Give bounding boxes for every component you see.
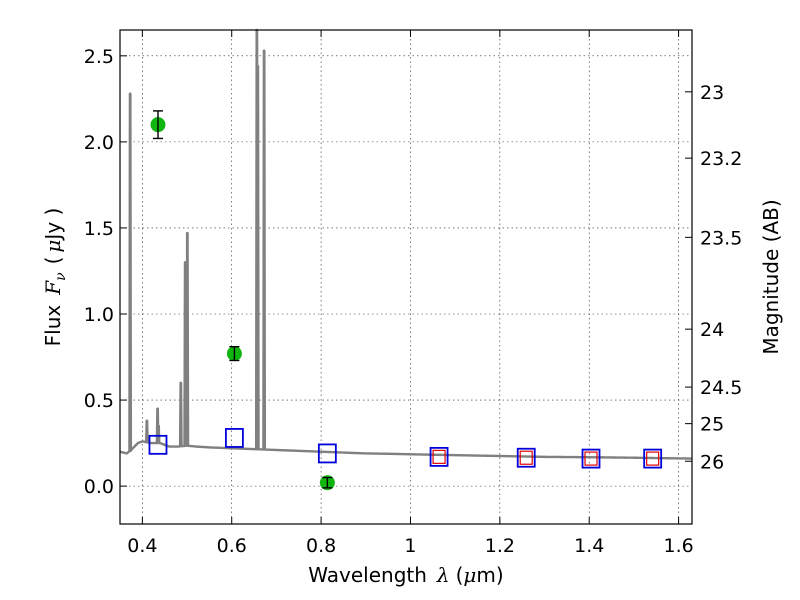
y2-tick-label: 26 — [700, 451, 724, 473]
model-red-square — [584, 451, 598, 466]
y-axis-title: FluxFν(μJy ) — [41, 208, 69, 347]
x-tick-label: 1 — [404, 535, 416, 557]
grid — [120, 30, 692, 524]
x-tick-label: 0.4 — [127, 535, 157, 557]
y2-tick-label: 25 — [700, 414, 724, 436]
model-blue-square — [317, 443, 337, 464]
model-spectrum — [119, 28, 693, 460]
model-blue-square — [581, 448, 601, 469]
tick-labels: 0.4 0.6 0.8 1 1.2 1.4 1.6 0.0 0.5 1.0 1.5 2.0 2.5 23 2… — [84, 46, 743, 557]
model-blue-square — [643, 448, 663, 469]
y2-tick-label: 24 — [700, 319, 724, 341]
model-blue-square — [429, 446, 449, 467]
y-tick-label: 1.0 — [84, 304, 114, 326]
model-red-square — [432, 449, 446, 464]
x-axis-title: Wavelength λ (μm) — [308, 563, 503, 587]
x-tick-label: 1.2 — [485, 535, 515, 557]
y2-tick-label: 23 — [700, 82, 724, 104]
data-markers — [148, 110, 663, 491]
plot-frame — [119, 29, 693, 525]
axis-ticks — [120, 30, 692, 524]
spectrum-line — [119, 28, 693, 460]
y2-tick-label: 23.5 — [700, 227, 742, 249]
y2-tick-label: 24.5 — [700, 377, 742, 399]
y-tick-label: 2.0 — [84, 132, 114, 154]
model-red-square — [646, 451, 660, 466]
y-tick-label: 0.0 — [84, 476, 114, 498]
y-tick-label: 0.5 — [84, 390, 114, 412]
model-blue-square — [148, 434, 168, 455]
model-red-square — [519, 450, 533, 465]
model-blue-square — [516, 447, 536, 468]
x-tick-label: 0.8 — [306, 535, 336, 557]
model-blue-square — [224, 428, 244, 448]
x-tick-label: 0.6 — [217, 535, 247, 557]
x-tick-label: 1.4 — [574, 535, 604, 557]
y-tick-label: 2.5 — [84, 46, 114, 68]
y-tick-label: 1.5 — [84, 218, 114, 240]
y2-axis-title: Magnitude (AB) — [759, 199, 783, 354]
x-tick-label: 1.6 — [663, 535, 693, 557]
y2-tick-label: 23.2 — [700, 148, 742, 170]
